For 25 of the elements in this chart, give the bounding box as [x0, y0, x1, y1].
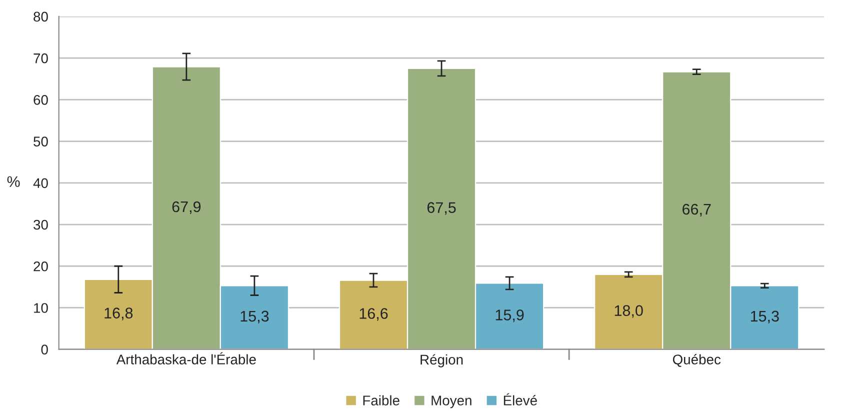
data-label: 15,9	[496, 310, 524, 322]
legend-label: Élevé	[504, 393, 537, 406]
x-tick-label: Arthabaska-de l'Érable	[116, 352, 256, 364]
y-tick-label: 30	[34, 220, 48, 230]
data-label: 18,0	[614, 305, 643, 318]
data-label: 66,7	[682, 204, 711, 216]
y-tick-label: 0	[41, 344, 48, 355]
y-tick-label: 10	[34, 303, 48, 313]
legend-label: Faible	[363, 395, 400, 406]
data-label: 15,3	[240, 310, 269, 324]
x-tick-label: Région	[420, 354, 463, 368]
data-label: 16,8	[104, 308, 133, 320]
y-tick-label: 80	[34, 12, 48, 22]
y-tick-label: 70	[34, 53, 48, 64]
y-tick-label: 60	[34, 95, 48, 105]
legend-label: Moyen	[432, 396, 472, 408]
y-tick-label: 40	[33, 178, 48, 188]
y-axis-title: %	[7, 176, 20, 187]
data-label: 16,6	[360, 308, 388, 321]
y-tick-label: 20	[34, 261, 48, 272]
data-label: 67,9	[172, 201, 201, 214]
y-tick-label: 50	[34, 136, 48, 146]
data-label: 67,5	[427, 202, 456, 215]
data-label: 15,3	[750, 310, 779, 324]
x-tick-label: Québec	[672, 354, 721, 367]
